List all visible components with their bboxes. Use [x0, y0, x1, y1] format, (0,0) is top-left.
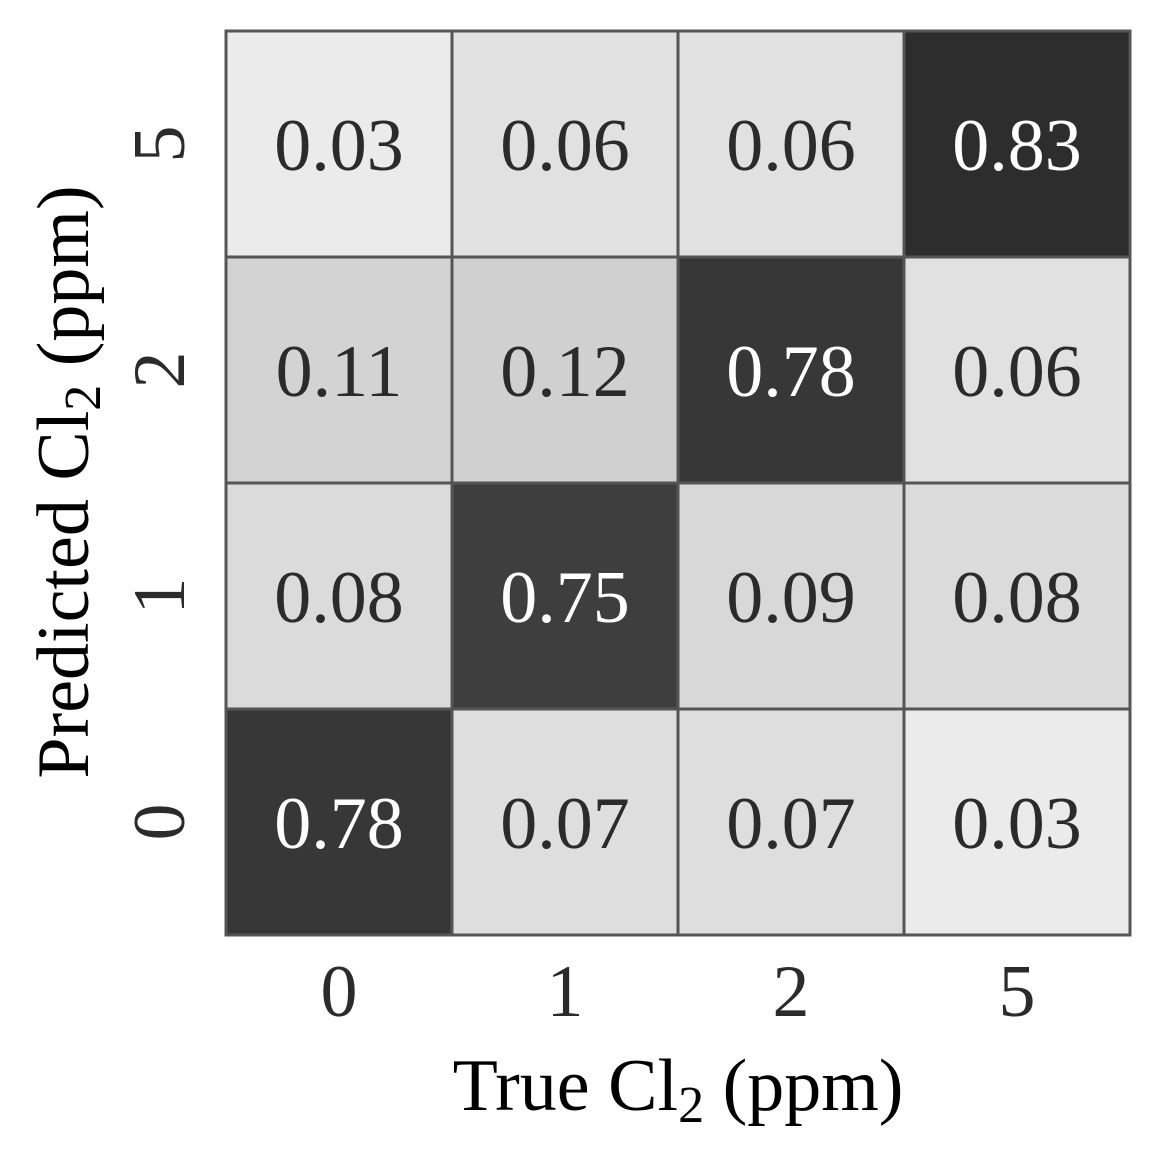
- y-axis-title: Predicted Cl2 (ppm): [23, 185, 112, 778]
- heatmap-value-label: 0.08: [952, 557, 1082, 639]
- heatmap-cell-y0-x0: [224, 707, 454, 937]
- x-axis-title: True Cl2 (ppm): [453, 1045, 904, 1134]
- heatmap-value-label: 0.06: [500, 105, 630, 187]
- x-tick-label: 5: [999, 951, 1036, 1033]
- x-tick-label: 0: [321, 951, 358, 1033]
- heatmap-value-label: 0.78: [726, 331, 856, 413]
- heatmap-value-label: 0.07: [726, 783, 856, 865]
- heatmap-value-label: 0.75: [500, 557, 630, 639]
- heatmap-cell-y1-x1: [450, 481, 680, 711]
- heatmap-cell-y0-x5: [902, 707, 1132, 937]
- x-axis-tick-labels: 0 1 2 5: [321, 951, 1036, 1033]
- y-tick-label: 2: [119, 352, 201, 389]
- heatmap-cell-y1-x5: [902, 481, 1132, 711]
- heatmap-cells: [224, 29, 1132, 937]
- heatmap-value-label: 0.11: [276, 331, 403, 413]
- heatmap-cell-y2-x1: [450, 255, 680, 485]
- heatmap-value-label: 0.83: [952, 105, 1082, 187]
- x-tick-label: 1: [547, 951, 584, 1033]
- heatmap-value-label: 0.78: [274, 783, 404, 865]
- heatmap-value-label: 0.06: [726, 105, 856, 187]
- heatmap-value-labels: 0.78 0.07 0.07 0.03 0.08 0.75 0.09 0.08 0.11 0.12…: [274, 105, 1082, 865]
- heatmap-value-label: 0.03: [952, 783, 1082, 865]
- y-tick-label: 0: [119, 804, 201, 841]
- heatmap-cell-y5-x1: [450, 29, 680, 259]
- x-tick-label: 2: [773, 951, 810, 1033]
- heatmap-cell-y2-x5: [902, 255, 1132, 485]
- y-axis-tick-labels: 0 1 2 5: [119, 126, 201, 841]
- heatmap-cell-y1-x2: [676, 481, 906, 711]
- heatmap-value-label: 0.09: [726, 557, 856, 639]
- heatmap-cell-y0-x1: [450, 707, 680, 937]
- heatmap-value-label: 0.12: [500, 331, 630, 413]
- heatmap-cell-y5-x5: [902, 29, 1132, 259]
- heatmap-cell-y2-x0: [224, 255, 454, 485]
- heatmap-value-label: 0.06: [952, 331, 1082, 413]
- y-tick-label: 5: [119, 126, 201, 163]
- heatmap-value-label: 0.07: [500, 783, 630, 865]
- heatmap-cell-y1-x0: [224, 481, 454, 711]
- heatmap-cell-y5-x0: [224, 29, 454, 259]
- heatmap-value-label: 0.08: [274, 557, 404, 639]
- y-tick-label: 1: [119, 578, 201, 615]
- heatmap-value-label: 0.03: [274, 105, 404, 187]
